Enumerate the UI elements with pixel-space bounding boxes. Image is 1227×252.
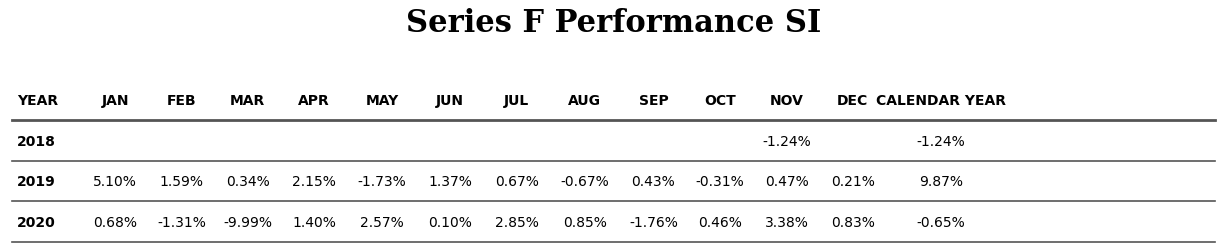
Text: 1.37%: 1.37% bbox=[428, 174, 472, 188]
Text: 0.85%: 0.85% bbox=[563, 215, 606, 229]
Text: AUG: AUG bbox=[568, 94, 601, 108]
Text: 5.10%: 5.10% bbox=[93, 174, 137, 188]
Text: MAY: MAY bbox=[366, 94, 399, 108]
Text: 0.21%: 0.21% bbox=[831, 174, 875, 188]
Text: OCT: OCT bbox=[704, 94, 736, 108]
Text: 0.43%: 0.43% bbox=[632, 174, 675, 188]
Text: DEC: DEC bbox=[837, 94, 869, 108]
Text: 0.68%: 0.68% bbox=[93, 215, 137, 229]
Text: 2.15%: 2.15% bbox=[292, 174, 336, 188]
Text: 2018: 2018 bbox=[17, 134, 56, 148]
Text: MAR: MAR bbox=[231, 94, 265, 108]
Text: 0.83%: 0.83% bbox=[831, 215, 875, 229]
Text: NOV: NOV bbox=[769, 94, 804, 108]
Text: -1.24%: -1.24% bbox=[762, 134, 811, 148]
Text: YEAR: YEAR bbox=[17, 94, 59, 108]
Text: FEB: FEB bbox=[167, 94, 196, 108]
Text: 2.57%: 2.57% bbox=[361, 215, 404, 229]
Text: -9.99%: -9.99% bbox=[223, 215, 272, 229]
Text: 3.38%: 3.38% bbox=[764, 215, 809, 229]
Text: CALENDAR YEAR: CALENDAR YEAR bbox=[876, 94, 1006, 108]
Text: 9.87%: 9.87% bbox=[919, 174, 963, 188]
Text: 1.40%: 1.40% bbox=[292, 215, 336, 229]
Text: 0.67%: 0.67% bbox=[494, 174, 539, 188]
Text: -0.67%: -0.67% bbox=[561, 174, 609, 188]
Text: 0.10%: 0.10% bbox=[428, 215, 472, 229]
Text: -1.76%: -1.76% bbox=[629, 215, 677, 229]
Text: JUL: JUL bbox=[504, 94, 529, 108]
Text: -1.73%: -1.73% bbox=[358, 174, 406, 188]
Text: Series F Performance SI: Series F Performance SI bbox=[406, 8, 821, 39]
Text: 0.34%: 0.34% bbox=[226, 174, 270, 188]
Text: 0.47%: 0.47% bbox=[764, 174, 809, 188]
Text: 2.85%: 2.85% bbox=[494, 215, 539, 229]
Text: JAN: JAN bbox=[102, 94, 129, 108]
Text: -0.65%: -0.65% bbox=[917, 215, 966, 229]
Text: -1.24%: -1.24% bbox=[917, 134, 966, 148]
Text: -1.31%: -1.31% bbox=[157, 215, 206, 229]
Text: 2020: 2020 bbox=[17, 215, 56, 229]
Text: 0.46%: 0.46% bbox=[698, 215, 742, 229]
Text: 2019: 2019 bbox=[17, 174, 56, 188]
Text: -0.31%: -0.31% bbox=[696, 174, 745, 188]
Text: APR: APR bbox=[298, 94, 330, 108]
Text: SEP: SEP bbox=[638, 94, 669, 108]
Text: JUN: JUN bbox=[437, 94, 464, 108]
Text: 1.59%: 1.59% bbox=[160, 174, 204, 188]
